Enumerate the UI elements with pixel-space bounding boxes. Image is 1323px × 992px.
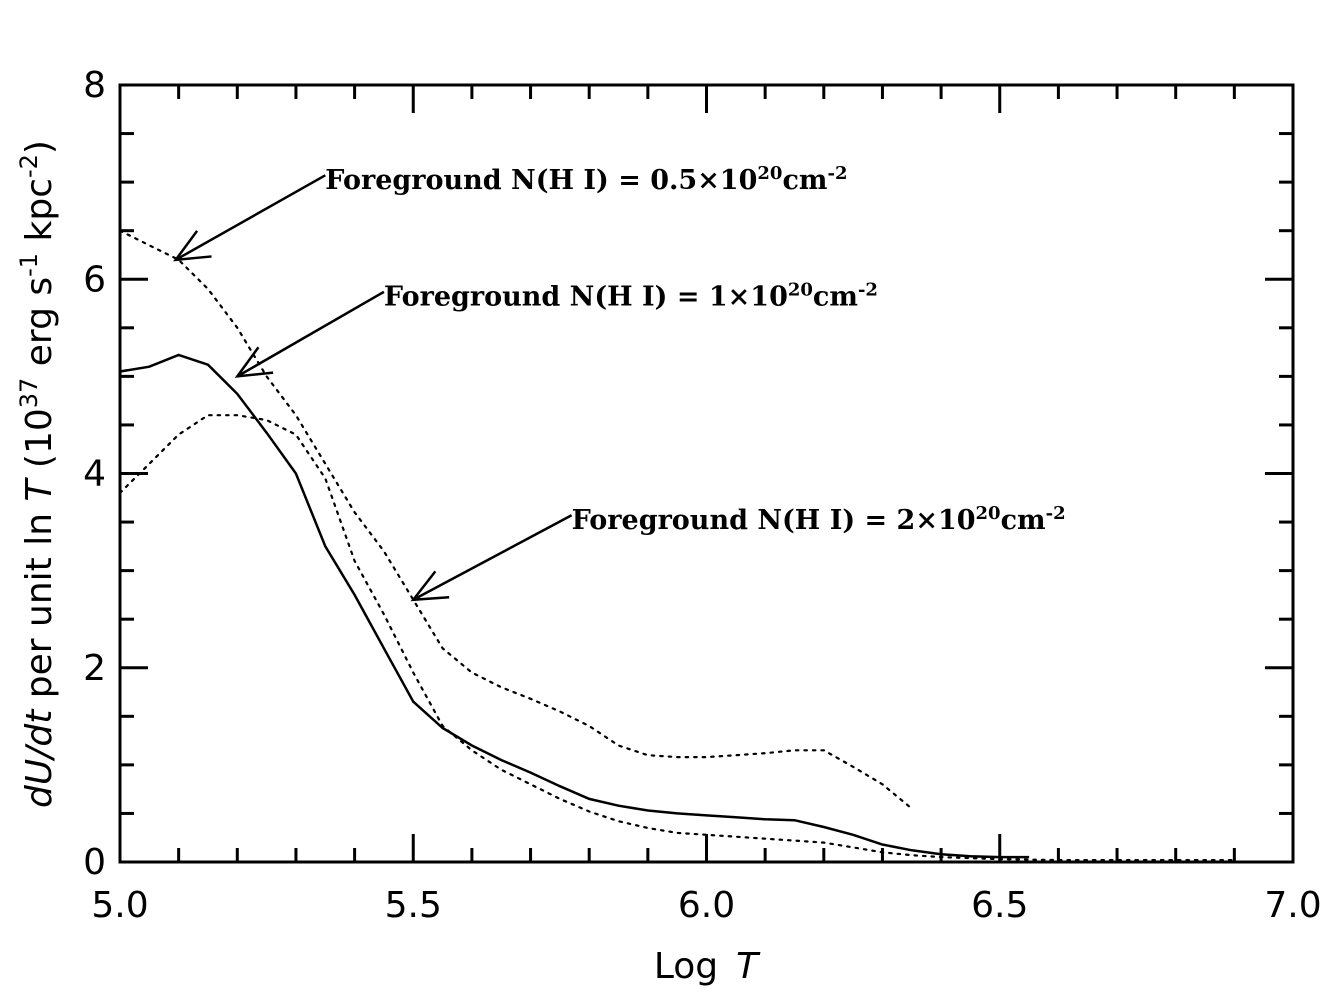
x-axis-label: Log T [654,946,761,987]
tick-labels: 5.0 5.5 6.0 6.5 7.0 0 2 4 6 8 [83,65,1322,926]
y-tick-label: 2 [83,648,106,689]
series-group [118,229,1236,862]
plot-frame [118,83,1295,864]
annotation-arrowhead-1 [173,230,212,262]
series-line-1 [118,229,913,810]
annotation-arrow-3 [412,514,573,601]
series-line-3 [118,414,1236,862]
annotation-label-2: Foreground N(H I) = 1×1020cm-2 [384,279,878,313]
x-tick-label: 5.0 [91,885,148,926]
annotation-label-1: Foreground N(H I) = 0.5×1020cm-2 [325,162,847,196]
annotation-arrow-2 [236,290,385,378]
y-tick-label: 6 [83,259,106,300]
x-tick-label: 5.5 [385,885,442,926]
x-tick-label: 6.5 [971,885,1028,926]
y-axis-label: dU/dt per unit ln T (1037 erg s-1 kpc-2) [15,140,60,808]
annotation-label-3: Foreground N(H I) = 2×1020cm-2 [572,502,1066,536]
annotation-arrowhead-3 [410,570,450,602]
x-tick-label: 7.0 [1264,885,1321,926]
annotation-arrowhead-2 [234,346,274,378]
y-tick-label: 8 [83,65,106,106]
y-tick-label: 4 [83,454,106,495]
y-tick-label: 0 [83,842,106,883]
annotations-group: Foreground N(H I) = 0.5×1020cm-2 Foregrou… [173,162,1066,602]
series-line-2 [119,353,1030,859]
annotation-arrow-1 [175,174,326,261]
x-tick-label: 6.0 [678,885,735,926]
